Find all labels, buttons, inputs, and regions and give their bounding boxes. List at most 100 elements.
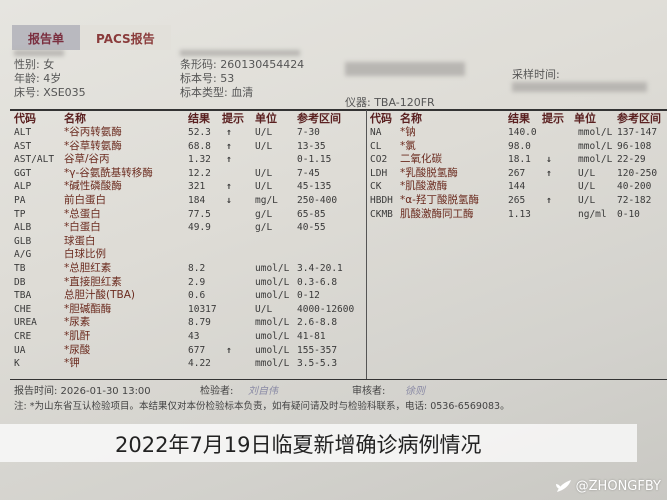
table-row: CHE *胆碱酯酶 10317 U/L 4000-12600	[0, 303, 667, 316]
col-code: 代码	[14, 112, 36, 125]
cell-unit: U/L	[255, 303, 273, 315]
cell-name: *直接胆红素	[64, 275, 122, 288]
cell-name: *钠	[400, 126, 416, 138]
redacted-dept	[345, 62, 465, 76]
cell-unit: mg/L	[255, 195, 278, 206]
cell-code: CL	[370, 140, 382, 152]
cell-range: 250-400	[297, 195, 338, 206]
cell-code: UREA	[14, 317, 37, 329]
cell-unit: U/L	[578, 181, 596, 193]
cell-result: 321	[188, 181, 206, 193]
table-row: LDH *乳酸脱氢酶 267 ↑ U/L 120-250	[0, 167, 667, 180]
cell-unit: U/L	[255, 181, 273, 193]
cell-code: CO2	[370, 154, 388, 166]
cell-range: 4000-12600	[297, 303, 355, 315]
cell-unit: mmol/L	[578, 127, 613, 138]
barcode: 条形码: 260130454424	[180, 58, 305, 71]
cell-name: 球蛋白	[64, 234, 96, 247]
cell-flag: ↑	[226, 181, 232, 193]
cell-name: *肌酸激酶	[400, 180, 448, 193]
cell-range: 137-147	[617, 127, 658, 138]
cell-unit: U/L	[255, 127, 273, 138]
report-time: 报告时间: 2026-01-30 13:00	[14, 386, 151, 397]
cell-name: *总胆红素	[64, 262, 112, 274]
table-row: CRE *肌酐 43 umol/L 41-81	[0, 330, 667, 343]
cell-flag: ↓	[546, 154, 552, 166]
table-header: 代码 名称 结果 提示 单位 参考区间 代码 名称 结果 提示 单位 参考区间	[0, 112, 667, 125]
table-row: GLB 球蛋白	[0, 235, 667, 248]
cell-code: HBDH	[370, 195, 393, 206]
cell-result: 2.9	[188, 276, 206, 288]
cell-code: GGT	[14, 167, 32, 179]
caption-text: 2022年7月19日临夏新增确诊病例情况	[115, 433, 482, 457]
table-row: ALT *谷丙转氨酶 52.3 ↑ U/L 7-30	[0, 126, 667, 139]
tab-pacs[interactable]: PACS报告	[96, 32, 155, 46]
cell-result: 43	[188, 331, 200, 342]
col-name: 名称	[400, 112, 422, 125]
cell-result: 49.9	[188, 222, 211, 234]
col-result: 结果	[508, 112, 530, 125]
cell-name: *尿素	[64, 316, 91, 329]
cell-code: K	[14, 358, 20, 370]
cell-flag: ↑	[226, 127, 232, 138]
divider	[10, 379, 667, 380]
cell-name: 谷草/谷丙	[64, 153, 110, 166]
reviewer-signature: 徐则	[405, 386, 425, 397]
cell-result: 68.8	[188, 140, 211, 152]
cell-result: 0.6	[188, 290, 206, 302]
patient-sex: 性别: 女	[14, 58, 55, 71]
table-row: CL *氯 98.0 mmol/L 96-108	[0, 140, 667, 153]
cell-range: 3.4-20.1	[297, 263, 343, 274]
cell-range: 22-29	[617, 154, 646, 166]
cell-name: *胆碱酯酶	[64, 302, 112, 315]
cell-range: 2.6-8.8	[297, 317, 338, 329]
cell-name: 前白蛋白	[64, 194, 106, 206]
tester-label: 检验者:	[200, 386, 234, 397]
instrument: 仪器: TBA-120FR	[345, 96, 435, 109]
leaf-logo-icon	[555, 480, 571, 492]
cell-range: 0-12	[297, 290, 320, 302]
column-divider	[366, 110, 367, 380]
cell-range: 40-200	[617, 181, 652, 193]
cell-result: 8.2	[188, 263, 206, 274]
table-row: GGT *γ-谷氨酰基转移酶 12.2 U/L 7-45	[0, 167, 667, 180]
cell-unit: g/L	[255, 222, 273, 234]
cell-code: CHE	[14, 303, 32, 315]
cell-range: 65-85	[297, 208, 326, 220]
table-row: AST *谷草转氨酶 68.8 ↑ U/L 13-35	[0, 140, 667, 153]
cell-unit: mmol/L	[578, 154, 613, 166]
cell-range: 96-108	[617, 140, 652, 152]
cell-code: CKMB	[370, 208, 393, 220]
cell-code: LDH	[370, 167, 388, 179]
cell-code: CRE	[14, 331, 32, 342]
col-flag: 提示	[542, 112, 564, 125]
watermark: @ZHONGFBY	[555, 478, 661, 494]
cell-flag: ↑	[546, 195, 552, 206]
col-name: 名称	[64, 112, 86, 125]
cell-code: AST	[14, 140, 32, 152]
collect-time-label: 采样时间:	[512, 68, 560, 81]
cell-range: 155-357	[297, 344, 338, 356]
cell-name: 肌酸激酶同工酶	[400, 207, 474, 220]
cell-range: 7-30	[297, 127, 320, 138]
cell-flag: ↓	[226, 195, 232, 206]
col-flag: 提示	[222, 112, 244, 125]
table-row: TBA 总胆汁酸(TBA) 0.6 umol/L 0-12	[0, 289, 667, 302]
table-row: UREA *尿素 8.79 mmol/L 2.6-8.8	[0, 316, 667, 329]
cell-name: *肌酐	[64, 330, 91, 342]
cell-code: DB	[14, 276, 26, 288]
cell-code: ALT	[14, 127, 32, 138]
col-result: 结果	[188, 112, 210, 125]
cell-result: 98.0	[508, 140, 531, 152]
cell-result: 8.79	[188, 317, 211, 329]
cell-unit: mmol/L	[578, 140, 613, 152]
tab-report[interactable]: 报告单	[12, 25, 81, 50]
cell-result: 1.32	[188, 154, 211, 166]
cell-range: 0-10	[617, 208, 640, 220]
specimen-no: 标本号: 53	[180, 72, 235, 85]
cell-result: 677	[188, 344, 206, 356]
cell-flag: ↑	[226, 344, 232, 356]
cell-range: 0.3-6.8	[297, 276, 338, 288]
cell-result: 265	[508, 195, 526, 206]
